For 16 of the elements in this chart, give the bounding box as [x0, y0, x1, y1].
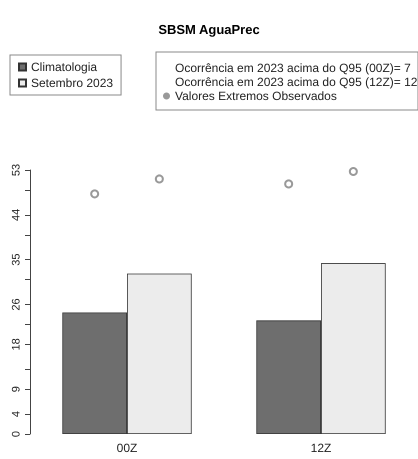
x-tick-label: 00Z — [116, 441, 138, 455]
legend-label: Valores Extremos Observados — [175, 89, 337, 103]
text: Ocorrência em 2023 acima do Q95 (00Z)= 7 — [175, 61, 412, 75]
y-tick-label: 53 — [10, 164, 22, 176]
y-tick-label: 35 — [10, 254, 22, 266]
legend-label: Climatologia — [31, 60, 98, 74]
y-tick-label: 44 — [10, 208, 22, 221]
y-tick-label: 0 — [10, 430, 22, 438]
y-tick-label: 18 — [10, 338, 22, 350]
y-tick-label: 26 — [10, 298, 22, 311]
text: Ocorrência em 2023 acima do Q95 (12Z)= 12 — [175, 75, 418, 89]
legend-label: Setembro 2023 — [31, 76, 114, 90]
x-tick-label: 12Z — [310, 441, 332, 455]
chart-title: SBSM AguaPrec — [158, 22, 260, 37]
y-tick-label: 9 — [10, 386, 22, 392]
y-tick-label: 4 — [10, 411, 22, 418]
